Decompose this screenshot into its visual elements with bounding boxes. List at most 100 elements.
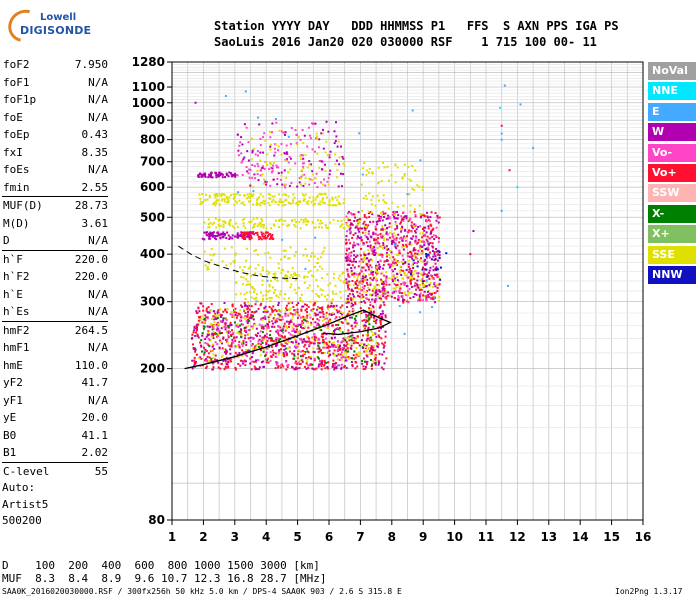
echo-point bbox=[372, 310, 375, 313]
echo-point bbox=[252, 315, 255, 318]
echo-point bbox=[272, 273, 275, 275]
echo-point bbox=[277, 172, 280, 175]
echo-point bbox=[227, 201, 229, 204]
echo-point bbox=[321, 341, 324, 344]
echo-point bbox=[300, 322, 303, 325]
echo-point bbox=[212, 334, 214, 337]
echo-point bbox=[413, 188, 416, 191]
echo-point bbox=[277, 304, 280, 307]
echo-point bbox=[216, 311, 219, 314]
echo-point bbox=[381, 310, 384, 313]
echo-point bbox=[387, 238, 390, 241]
echo-point bbox=[261, 275, 264, 278]
echo-point bbox=[269, 162, 272, 165]
echo-point bbox=[357, 243, 360, 246]
echo-point bbox=[423, 260, 426, 263]
echo-point bbox=[354, 281, 357, 284]
echo-point bbox=[221, 233, 224, 236]
echo-point bbox=[393, 215, 396, 218]
echo-point bbox=[264, 324, 267, 327]
echo-point bbox=[230, 194, 232, 197]
echo-point bbox=[243, 156, 246, 159]
echo-point bbox=[388, 231, 391, 234]
echo-point bbox=[353, 241, 355, 244]
echo-point bbox=[335, 354, 338, 357]
echo-point bbox=[228, 238, 231, 240]
echo-point bbox=[345, 247, 348, 250]
echo-point bbox=[243, 308, 246, 311]
echo-point bbox=[348, 357, 351, 360]
echo-point bbox=[312, 337, 315, 340]
echo-point bbox=[255, 201, 258, 204]
echo-point bbox=[431, 306, 434, 308]
echo-point bbox=[363, 253, 366, 256]
echo-point bbox=[280, 171, 283, 174]
echo-point bbox=[230, 246, 233, 249]
echo-point bbox=[370, 271, 373, 274]
echo-point bbox=[254, 368, 257, 371]
echo-point bbox=[422, 228, 424, 230]
echo-point bbox=[419, 298, 422, 301]
echo-point bbox=[257, 339, 260, 342]
echo-point bbox=[218, 234, 221, 237]
echo-point bbox=[333, 331, 336, 334]
y-tick-label: 1280 bbox=[132, 55, 165, 69]
echo-point bbox=[265, 293, 268, 296]
echo-point bbox=[374, 225, 377, 228]
echo-point bbox=[323, 359, 326, 362]
echo-point bbox=[306, 219, 309, 222]
echo-point bbox=[249, 221, 252, 224]
echo-point bbox=[212, 360, 215, 363]
echo-point bbox=[435, 274, 438, 277]
echo-point bbox=[211, 343, 214, 346]
echo-point bbox=[415, 228, 418, 231]
echo-point bbox=[293, 313, 296, 316]
echo-point bbox=[408, 268, 411, 271]
echo-point bbox=[284, 347, 287, 350]
echo-point bbox=[207, 337, 210, 340]
echo-point bbox=[339, 329, 342, 332]
echo-point bbox=[406, 193, 409, 196]
echo-point bbox=[403, 174, 406, 177]
echo-point bbox=[291, 313, 294, 316]
echo-point bbox=[238, 266, 241, 269]
echo-point bbox=[383, 282, 385, 285]
echo-point bbox=[208, 223, 211, 226]
echo-point bbox=[284, 159, 287, 162]
echo-point bbox=[347, 285, 349, 288]
echo-point bbox=[404, 261, 407, 263]
echo-point bbox=[318, 295, 321, 298]
echo-point bbox=[220, 355, 223, 358]
echo-point bbox=[353, 275, 356, 278]
echo-point bbox=[332, 292, 335, 295]
echo-point bbox=[386, 233, 389, 236]
echo-point bbox=[350, 305, 353, 308]
echo-point bbox=[305, 362, 308, 365]
echo-point bbox=[229, 324, 232, 327]
echo-point bbox=[271, 322, 274, 325]
echo-point bbox=[233, 356, 236, 359]
echo-point bbox=[211, 231, 214, 234]
echo-point bbox=[416, 242, 419, 245]
echo-point bbox=[402, 218, 405, 221]
echo-point bbox=[236, 226, 239, 229]
echo-point bbox=[347, 329, 350, 332]
x-tick-label: 14 bbox=[572, 530, 589, 544]
echo-point bbox=[332, 312, 335, 315]
echo-point bbox=[421, 189, 424, 191]
echo-point bbox=[315, 132, 318, 135]
echo-point bbox=[277, 267, 280, 270]
echo-point bbox=[311, 290, 314, 293]
param-value: 3.61 bbox=[81, 216, 109, 230]
echo-point bbox=[236, 314, 239, 317]
echo-point bbox=[255, 249, 257, 251]
echo-point bbox=[311, 274, 313, 277]
echo-point bbox=[320, 311, 323, 314]
echo-point bbox=[202, 317, 205, 320]
echo-point bbox=[422, 231, 424, 234]
echo-point bbox=[213, 310, 216, 313]
echo-point bbox=[235, 222, 238, 225]
echo-point bbox=[284, 131, 287, 134]
echo-point bbox=[300, 154, 303, 156]
echo-point bbox=[234, 321, 236, 324]
